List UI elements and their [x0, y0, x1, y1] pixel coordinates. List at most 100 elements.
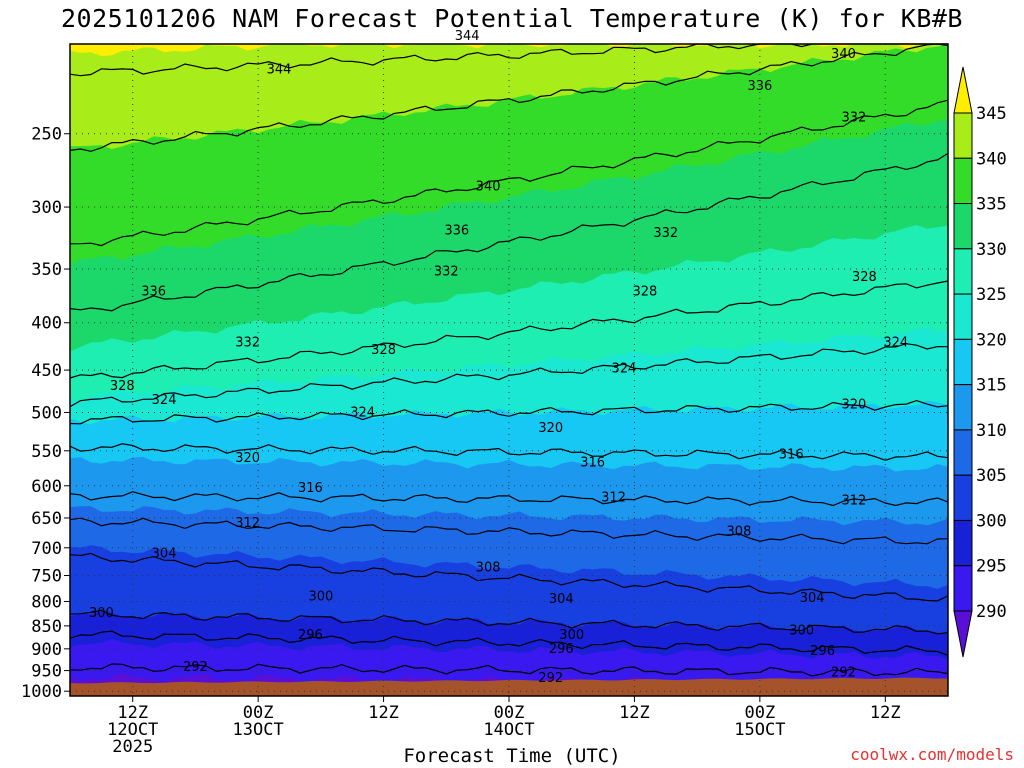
contour-label-328: 328 [852, 270, 877, 285]
contour-308 [69, 517, 949, 545]
contour-312 [69, 491, 949, 507]
colorbar-swatch [953, 157, 973, 205]
contour-label-328: 328 [371, 343, 396, 358]
contour-320 [69, 399, 949, 425]
contour-label-304: 304 [549, 592, 574, 607]
contour-label-296: 296 [810, 644, 835, 659]
colorbar-swatch [953, 293, 973, 340]
contour-label-336: 336 [141, 284, 166, 299]
colorbar-label: 295 [976, 557, 1007, 577]
colorbar-swatch [953, 429, 973, 476]
contour-304 [69, 552, 949, 602]
colorbar-label: 305 [976, 466, 1007, 486]
x-tick-label: 12OCT [107, 720, 158, 740]
y-tick-label: 350 [31, 260, 62, 280]
contour-label-340: 340 [831, 47, 856, 62]
x-tick-label: 12Z [368, 703, 399, 723]
colorbar-label: 320 [976, 330, 1007, 350]
colorbar-label: 315 [976, 376, 1007, 396]
contour-label-312: 312 [601, 491, 626, 506]
contour-332 [69, 152, 949, 312]
colorbar-swatch [953, 248, 973, 295]
y-tick-label: 450 [31, 361, 62, 381]
colorbar-label: 300 [976, 511, 1007, 531]
grid-lines [70, 44, 948, 696]
colorbar-min-triangle [953, 610, 973, 658]
colorbar-label: 330 [976, 240, 1007, 260]
colorbar-swatch [953, 519, 973, 567]
x-tick-label: 14OCT [483, 720, 534, 740]
contour-label-324: 324 [612, 361, 637, 376]
x-tick-label: 00Z [243, 703, 274, 723]
colorbar-label: 340 [976, 149, 1007, 169]
contour-label-300: 300 [789, 624, 814, 639]
contour-296 [69, 630, 949, 656]
contour-label-324: 324 [883, 335, 908, 350]
contour-label-320: 320 [235, 451, 260, 466]
y-tick-label: 950 [31, 662, 62, 682]
contour-label-312: 312 [842, 493, 867, 508]
contour-328 [69, 280, 949, 379]
contour-label-320: 320 [842, 397, 867, 412]
colorbar-swatch [953, 112, 973, 159]
colorbar-label: 335 [976, 195, 1007, 215]
contour-label-292: 292 [831, 666, 856, 681]
y-tick-label: 800 [31, 592, 62, 612]
x-tick-label: 13OCT [233, 720, 284, 740]
colorbar-swatch [953, 203, 973, 250]
contour-label-344: 344 [455, 29, 480, 44]
contour-label-308: 308 [476, 560, 501, 575]
credit-link[interactable]: coolwx.com/models [850, 745, 1014, 764]
contour-label-316: 316 [779, 447, 804, 462]
contour-label-296: 296 [298, 628, 323, 643]
contour-label-304: 304 [800, 591, 825, 606]
contour-label-308: 308 [727, 524, 752, 539]
y-tick-label: 550 [31, 442, 62, 462]
x-tick-label: 12Z [619, 703, 650, 723]
y-tick-label: 500 [31, 403, 62, 423]
temperature-band-345 [70, 44, 948, 56]
contour-label-316: 316 [580, 455, 605, 470]
contour-label-312: 312 [235, 516, 260, 531]
x-tick-label: 00Z [744, 703, 775, 723]
contour-label-340: 340 [476, 179, 501, 194]
x-tick-label: 2025 [112, 737, 153, 757]
x-tick-label: 12Z [117, 703, 148, 723]
y-tick-label: 1000 [21, 682, 62, 702]
contour-label-324: 324 [350, 405, 375, 420]
contour-label-300: 300 [308, 589, 333, 604]
colorbar-swatch [953, 474, 973, 521]
contour-label-296: 296 [549, 642, 574, 657]
contour-label-336: 336 [444, 223, 469, 238]
contour-300 [69, 609, 949, 635]
colorbar-label: 345 [976, 104, 1007, 124]
contour-label-292: 292 [538, 671, 563, 686]
contour-label-332: 332 [653, 226, 678, 241]
y-tick-label: 600 [31, 477, 62, 497]
contour-344 [69, 43, 948, 77]
colorbar-label: 290 [976, 602, 1007, 622]
contour-label-304: 304 [152, 546, 177, 561]
contour-label-300: 300 [89, 606, 114, 621]
contour-label-316: 316 [298, 481, 323, 496]
contour-label-336: 336 [747, 79, 772, 94]
chart-title: 2025101206 NAM Forecast Potential Temper… [61, 4, 963, 33]
contour-336 [69, 99, 949, 247]
y-tick-label: 700 [31, 539, 62, 559]
y-tick-label: 250 [31, 125, 62, 145]
colorbar-label: 310 [976, 421, 1007, 441]
colorbar: 345 340 335 330 325 320 315 310 305 300 295 290 [953, 66, 1007, 658]
contour-316 [69, 443, 949, 461]
contour-label-292: 292 [183, 660, 208, 675]
colorbar-swatch [953, 338, 973, 386]
colorbar-swatch [953, 384, 973, 431]
y-tick-label: 650 [31, 509, 62, 529]
x-tick-label: 00Z [494, 703, 525, 723]
y-tick-label: 750 [31, 567, 62, 587]
colorbar-swatch [953, 565, 973, 612]
contour-label-328: 328 [110, 379, 135, 394]
contour-label-320: 320 [538, 421, 563, 436]
